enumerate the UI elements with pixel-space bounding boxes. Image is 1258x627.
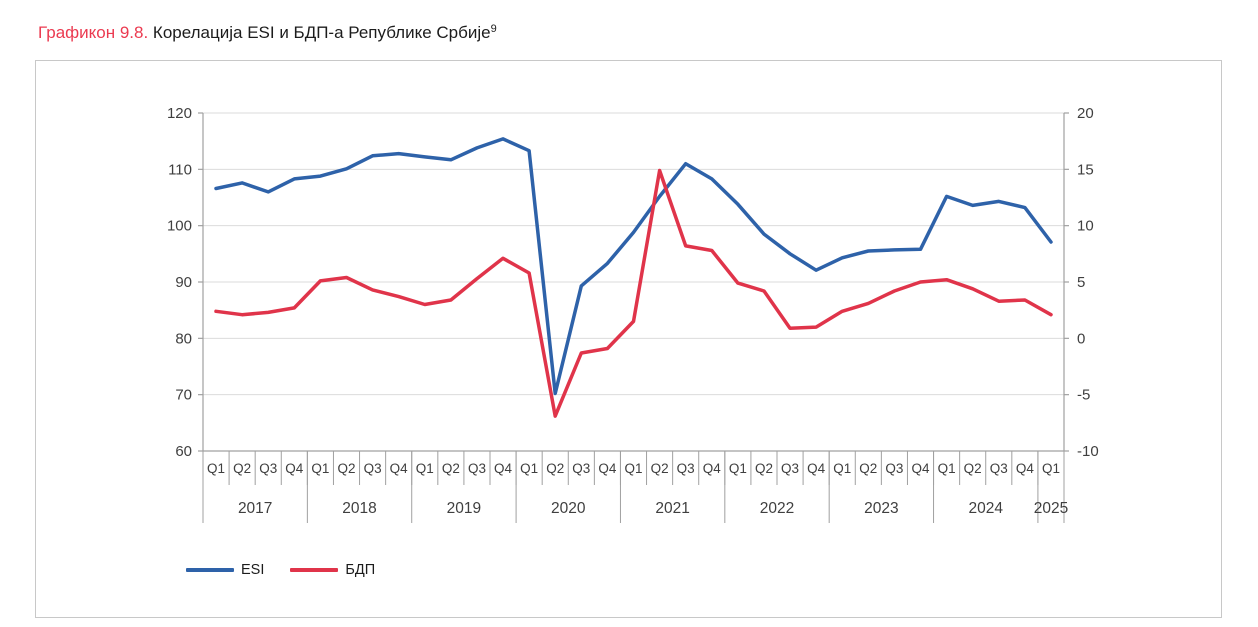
x-quarter-label: Q4 [1016, 461, 1035, 476]
x-year-label: 2024 [968, 500, 1003, 517]
x-quarter-label: Q4 [911, 461, 930, 476]
esi-line-swatch [186, 568, 234, 572]
x-quarter-label: Q1 [833, 461, 851, 476]
x-year-label: 2022 [760, 500, 794, 517]
x-quarter-label: Q4 [598, 461, 617, 476]
figure-number: Графикон 9.8. [38, 23, 149, 42]
y-axis-left-label: 90 [175, 274, 192, 291]
x-quarter-label: Q3 [781, 461, 799, 476]
x-quarter-label: Q3 [990, 461, 1008, 476]
legend-label-gdp: БДП [345, 562, 376, 578]
x-quarter-label: Q1 [1042, 461, 1060, 476]
x-quarter-label: Q1 [207, 461, 225, 476]
footnote-ref-9: 9 [490, 23, 497, 35]
x-quarter-label: Q3 [468, 461, 486, 476]
y-axis-right-label: 5 [1077, 274, 1085, 291]
x-year-label: 2017 [238, 500, 272, 517]
y-axis-right-label: 0 [1077, 330, 1085, 347]
figure-caption: Корелација ESI и БДП-а Републике Србије [148, 23, 491, 42]
legend-label-esi: ESI [241, 562, 265, 578]
legend-item-gdp: БДП [290, 562, 375, 578]
x-quarter-label: Q2 [233, 461, 251, 476]
y-axis-right-label: 20 [1077, 105, 1094, 122]
x-year-label: 2018 [342, 500, 376, 517]
chart-legend: ESI БДП [186, 562, 375, 578]
gdp-line-swatch [290, 568, 339, 572]
x-quarter-label: Q3 [677, 461, 695, 476]
y-axis-left-label: 100 [167, 218, 192, 235]
x-quarter-label: Q1 [938, 461, 956, 476]
x-year-label: 2023 [864, 500, 898, 517]
x-quarter-label: Q4 [285, 461, 304, 476]
y-axis-right-label: -5 [1077, 387, 1090, 404]
y-axis-left-label: 110 [168, 161, 192, 178]
x-quarter-label: Q2 [859, 461, 877, 476]
x-quarter-label: Q3 [885, 461, 903, 476]
figure-title: Графикон 9.8. Корелација ESI и БДП-а Реп… [38, 18, 497, 44]
x-quarter-label: Q1 [311, 461, 329, 476]
y-axis-left-label: 60 [175, 443, 192, 460]
y-axis-right-label: 10 [1077, 218, 1094, 235]
x-quarter-label: Q1 [624, 461, 642, 476]
x-quarter-label: Q1 [729, 461, 747, 476]
esi-gdp-line-chart: 120 110 100 90 80 70 60 20 15 10 5 0 -5 -10 Q1 Q2 Q3 Q4 Q1… [167, 105, 1099, 523]
x-quarter-label: Q2 [337, 461, 355, 476]
x-quarter-label: Q4 [494, 461, 513, 476]
x-quarter-label: Q2 [546, 461, 564, 476]
x-quarter-label: Q2 [651, 461, 669, 476]
y-axis-left-label: 120 [167, 105, 192, 122]
x-quarter-label: Q2 [442, 461, 460, 476]
x-quarter-label: Q3 [364, 461, 382, 476]
y-axis-right-label: 15 [1077, 161, 1094, 178]
x-quarter-label: Q3 [572, 461, 590, 476]
x-year-label: 2020 [551, 500, 586, 517]
y-axis-right-label: -10 [1077, 443, 1099, 460]
esi-line [214, 137, 1053, 396]
y-axis-left-label: 70 [175, 387, 192, 404]
x-quarter-label: Q2 [964, 461, 982, 476]
y-axis-left-label: 80 [175, 330, 192, 347]
x-quarter-label: Q4 [390, 461, 409, 476]
x-year-label: 2019 [447, 500, 481, 517]
x-quarter-label: Q1 [416, 461, 434, 476]
legend-item-esi: ESI [186, 562, 264, 578]
x-year-label: 2021 [655, 500, 689, 517]
gdp-line [214, 168, 1053, 418]
x-quarter-label: Q3 [259, 461, 277, 476]
x-quarter-label: Q2 [755, 461, 773, 476]
x-quarter-label: Q4 [807, 461, 826, 476]
x-year-label: 2025 [1034, 500, 1068, 517]
x-quarter-label: Q1 [520, 461, 538, 476]
x-quarter-label: Q4 [703, 461, 722, 476]
chart-container: 120 110 100 90 80 70 60 20 15 10 5 0 -5 -10 Q1 Q2 Q3 Q4 Q1… [35, 60, 1222, 618]
